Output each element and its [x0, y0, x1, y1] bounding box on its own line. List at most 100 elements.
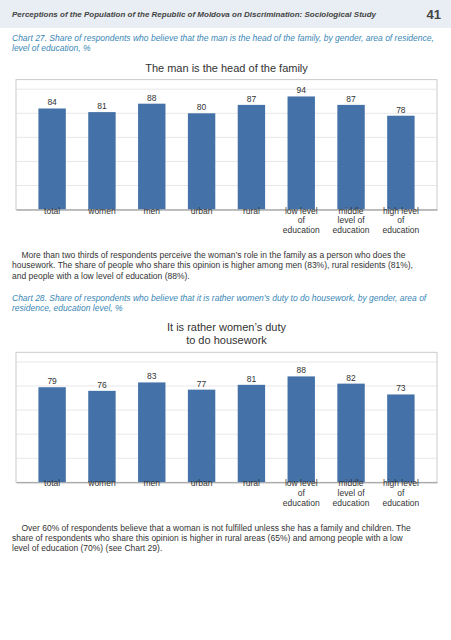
grid-line	[16, 185, 437, 186]
x-tick: urban	[191, 206, 213, 216]
x-tick-label-line: education	[333, 498, 370, 508]
grid-line	[16, 434, 437, 435]
caption-line: residence, education level, %	[12, 303, 123, 313]
x-tick-label: men	[143, 478, 160, 488]
bar	[88, 391, 115, 482]
x-axis: totalwomenmenurbanrurallow levelofeducat…	[17, 478, 438, 508]
chart-title: It is rather women’s dutyto do housework	[167, 321, 287, 346]
bar	[288, 376, 315, 482]
x-tick-label-line: total	[44, 478, 60, 488]
chart-title: The man is the head of the family	[145, 62, 308, 74]
x-tick: women	[87, 478, 116, 488]
x-tick-label-line: of	[298, 488, 306, 498]
body-text: Over 60% of respondents believe that a w…	[12, 523, 411, 553]
x-tick: women	[87, 206, 116, 216]
x-tick: total	[44, 206, 60, 216]
bar	[337, 384, 364, 483]
x-tick-label-line: urban	[191, 206, 213, 216]
grid-line	[16, 458, 437, 459]
page-number-line: 41	[427, 7, 441, 22]
bar	[88, 112, 115, 210]
x-tick-label-line: men	[143, 478, 160, 488]
x-tick-label-line: education	[283, 498, 320, 508]
data-label: 87	[247, 94, 257, 104]
x-tick: middlelevel ofeducation	[333, 206, 370, 236]
x-tick-label-line: of	[397, 215, 405, 225]
x-tick-label-line: rural	[243, 206, 260, 216]
x-tick-label-line: middle	[339, 478, 364, 488]
bar	[188, 390, 215, 483]
x-tick-label-line: women	[87, 478, 116, 488]
grid-line	[16, 361, 437, 362]
bar	[238, 385, 265, 482]
x-tick-label-line: education	[283, 225, 320, 235]
data-label: 73	[396, 383, 406, 393]
x-tick: rural	[243, 478, 260, 488]
x-tick: men	[143, 206, 160, 216]
chart-title-line: to do housework	[186, 334, 267, 346]
x-axis: total women men urban rural low levelofeducat…	[17, 206, 438, 236]
data-label: 80	[197, 102, 207, 112]
x-tick-label-line: rural	[243, 478, 260, 488]
body-text-line: level of education (70%) (see Chart 29).	[12, 543, 162, 553]
body-text-line: share of respondents who share this opin…	[12, 533, 404, 543]
x-tick-label: men	[143, 206, 160, 216]
bar	[387, 394, 414, 482]
grid-line	[16, 113, 437, 114]
chart: Chart 27. Share of respondents who belie…	[12, 33, 438, 280]
grid-line	[16, 410, 437, 411]
x-tick-label: low levelofeducation	[283, 478, 320, 508]
bar	[138, 104, 165, 210]
grid-line	[16, 89, 437, 90]
x-tick: middlelevel ofeducation	[333, 478, 370, 508]
x-tick-label-line: level of	[338, 215, 366, 225]
x-tick-label: low levelofeducation	[283, 206, 320, 236]
x-tick-label-line: education	[382, 498, 419, 508]
caption-line: Chart 28. Share of respondents who belie…	[12, 293, 428, 303]
data-label: 88	[296, 365, 306, 375]
caption: Chart 28. Share of respondents who belie…	[12, 293, 428, 313]
chart-title-line: The man is the head of the family	[145, 62, 308, 74]
plot-frame	[16, 80, 437, 210]
grid-line	[16, 161, 437, 162]
x-tick-label-line: urban	[191, 478, 213, 488]
x-tick: low levelofeducation	[283, 206, 320, 236]
x-tick-label-line: level of	[338, 488, 366, 498]
grid-line	[16, 386, 437, 387]
bar	[38, 108, 65, 209]
x-tick: high levelofeducation	[382, 206, 419, 236]
x-tick-label: urban	[191, 478, 213, 488]
bars	[38, 96, 414, 209]
data-label: 87	[346, 94, 356, 104]
x-tick-label: rural	[243, 478, 260, 488]
grid	[16, 362, 437, 458]
x-tick-label-line: men	[143, 206, 160, 216]
x-tick: rural	[243, 206, 260, 216]
data-label: 77	[197, 379, 207, 389]
bar	[387, 116, 414, 210]
bar	[188, 113, 215, 209]
bar	[138, 382, 165, 482]
grid-line	[16, 137, 437, 138]
data-labels: 7976837781888273	[47, 365, 405, 393]
data-label: 78	[396, 105, 406, 115]
chart: Chart 28. Share of respondents who belie…	[12, 293, 438, 554]
body-text-line: More than two thirds of respondents perc…	[12, 250, 406, 260]
x-tick-label-line: total	[44, 206, 60, 216]
x-tick: total	[44, 478, 60, 488]
data-labels: 8481888087948778	[47, 85, 405, 114]
x-tick-label: total	[44, 478, 60, 488]
x-tick-label: high levelofeducation	[382, 478, 419, 508]
bar	[288, 96, 315, 209]
x-tick-label-line: low level	[285, 478, 318, 488]
x-tick-label-line: education	[333, 225, 370, 235]
body-text-line: housework. The share of people who share…	[12, 260, 413, 270]
x-tick-label: women	[87, 206, 116, 216]
x-tick: urban	[191, 478, 213, 488]
x-tick-label-line: of	[298, 215, 306, 225]
data-label: 84	[47, 97, 57, 107]
x-axis-line	[17, 482, 438, 483]
body-text-line: and people with a low level of education…	[12, 271, 190, 281]
data-label: 94	[296, 85, 306, 95]
page-number: 41	[427, 7, 441, 22]
